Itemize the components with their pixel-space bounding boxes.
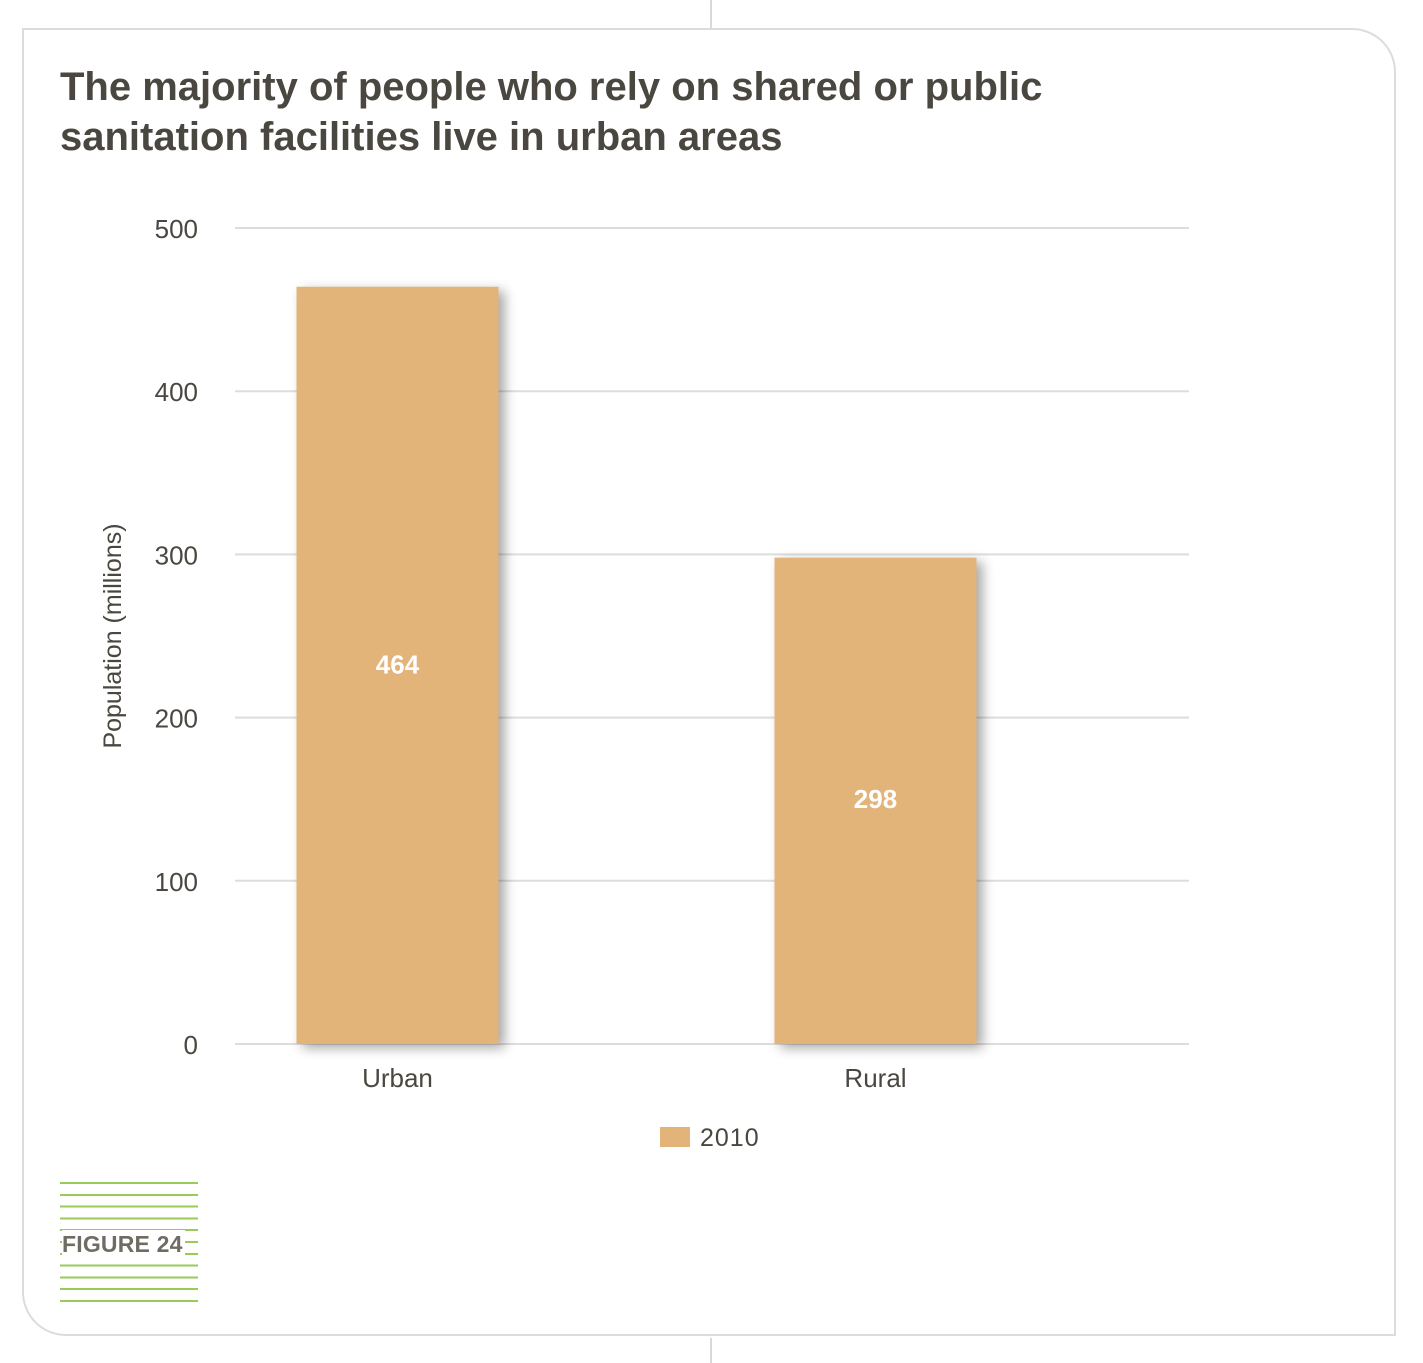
data-label-rural: 298	[854, 784, 897, 814]
page-divider-bottom	[710, 1338, 712, 1363]
y-tick-label-0: 0	[184, 1030, 198, 1060]
y-tick-label-400: 400	[155, 377, 198, 407]
chart-legend: 2010	[660, 1124, 760, 1152]
legend-label-2010: 2010	[700, 1124, 760, 1152]
x-tick-label-urban: Urban	[362, 1063, 433, 1093]
figure-label: FIGURE 24	[62, 1230, 185, 1258]
bar-rural	[774, 557, 977, 1044]
y-tick-label-300: 300	[155, 540, 198, 570]
y-tick-label-200: 200	[155, 704, 198, 734]
page-divider-top	[710, 0, 712, 28]
figure-panel	[22, 28, 1396, 1336]
y-axis-label: Population (millions)	[99, 523, 127, 748]
y-tick-label-100: 100	[155, 867, 198, 897]
y-tick-label-500: 500	[155, 214, 198, 244]
legend-swatch-2010	[660, 1127, 690, 1147]
bar-urban	[296, 286, 499, 1044]
data-label-urban: 464	[376, 649, 420, 679]
chart-title: The majority of people who rely on share…	[60, 65, 1043, 159]
x-tick-label-rural: Rural	[844, 1063, 906, 1093]
